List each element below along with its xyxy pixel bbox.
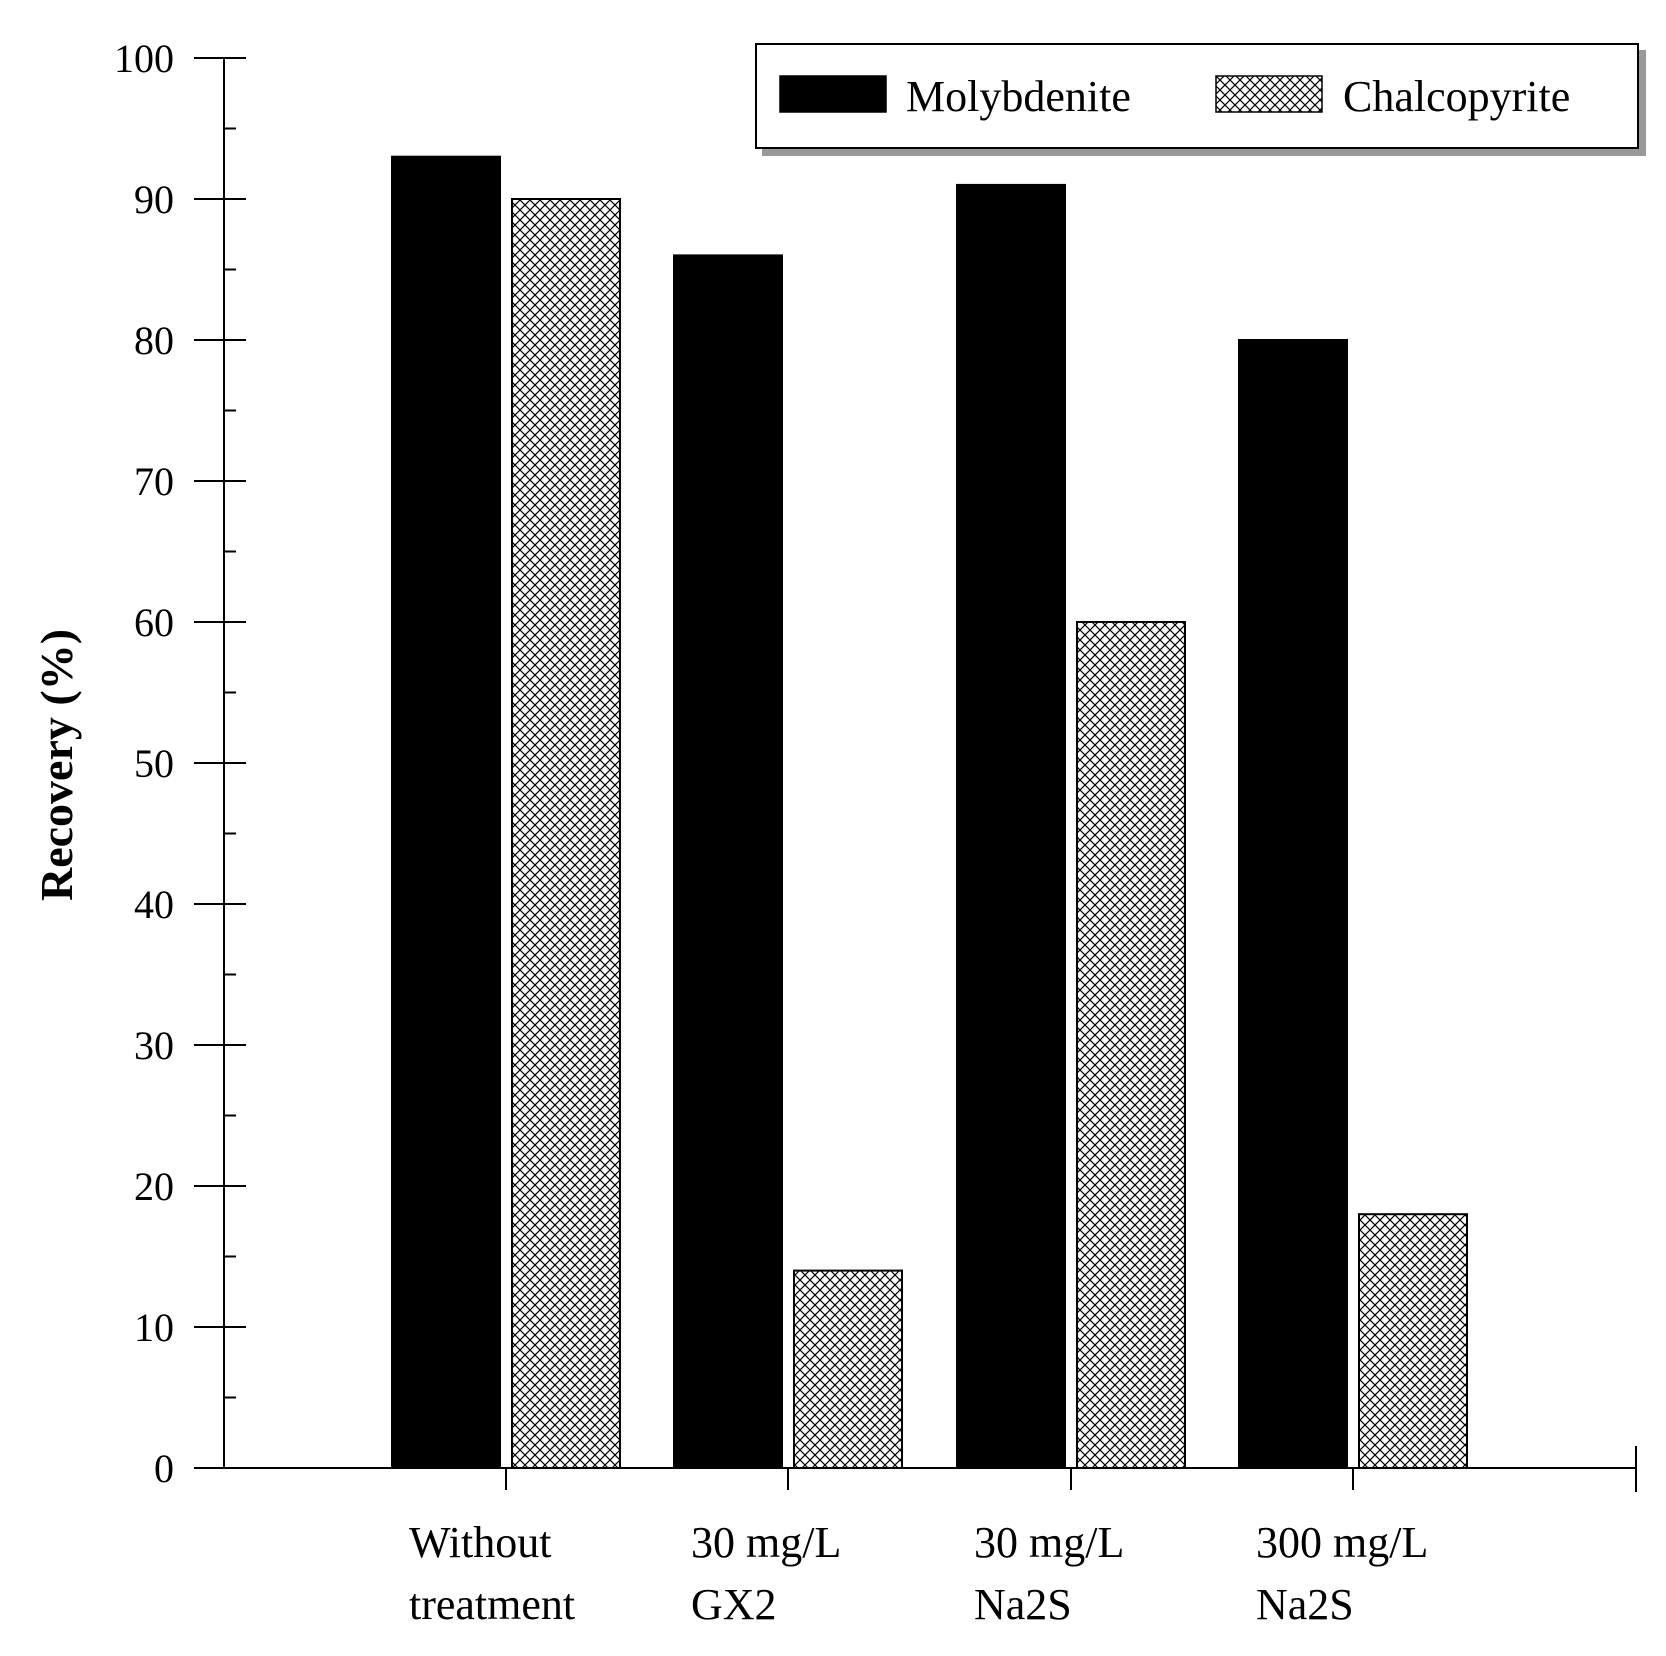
legend-label-molybdenite: Molybdenite — [906, 72, 1131, 121]
x-category-label: GX2 — [691, 1580, 777, 1629]
legend-swatch-chalcopyrite — [1215, 75, 1323, 113]
y-tick-label: 10 — [134, 1305, 174, 1350]
bar-chalcopyrite — [1358, 1213, 1468, 1469]
x-category-label: treatment — [409, 1580, 575, 1629]
bar-chalcopyrite — [1076, 621, 1186, 1469]
x-category-label: 30 mg/L — [691, 1518, 841, 1567]
legend-box — [755, 43, 1639, 149]
legend-label-chalcopyrite: Chalcopyrite — [1343, 72, 1570, 121]
bar-molybdenite — [1238, 339, 1348, 1469]
bar-chalcopyrite — [793, 1269, 903, 1469]
x-category-label: 30 mg/L — [974, 1518, 1124, 1567]
y-tick-label: 60 — [134, 600, 174, 645]
y-tick-label: 40 — [134, 882, 174, 927]
bar-molybdenite — [391, 155, 501, 1470]
y-tick-label: 50 — [134, 741, 174, 786]
y-tick-label: 30 — [134, 1023, 174, 1068]
y-tick-label: 0 — [154, 1446, 174, 1491]
x-category-label: Without — [409, 1518, 551, 1567]
y-tick-label: 70 — [134, 459, 174, 504]
bar-chalcopyrite — [511, 198, 621, 1469]
x-category-label: 300 mg/L — [1256, 1518, 1428, 1567]
y-tick-label: 80 — [134, 318, 174, 363]
y-tick-label: 20 — [134, 1164, 174, 1209]
y-tick-label: 100 — [114, 36, 174, 81]
x-category-label: Na2S — [974, 1580, 1072, 1629]
bar-molybdenite — [673, 254, 783, 1469]
legend-swatch-molybdenite — [779, 75, 887, 113]
y-axis-label: Recovery (%) — [31, 629, 82, 901]
legend: Molybdenite Chalcopyrite — [755, 43, 1639, 149]
x-category-label: Na2S — [1256, 1580, 1354, 1629]
bar-molybdenite — [956, 183, 1066, 1469]
y-tick-label: 90 — [134, 177, 174, 222]
